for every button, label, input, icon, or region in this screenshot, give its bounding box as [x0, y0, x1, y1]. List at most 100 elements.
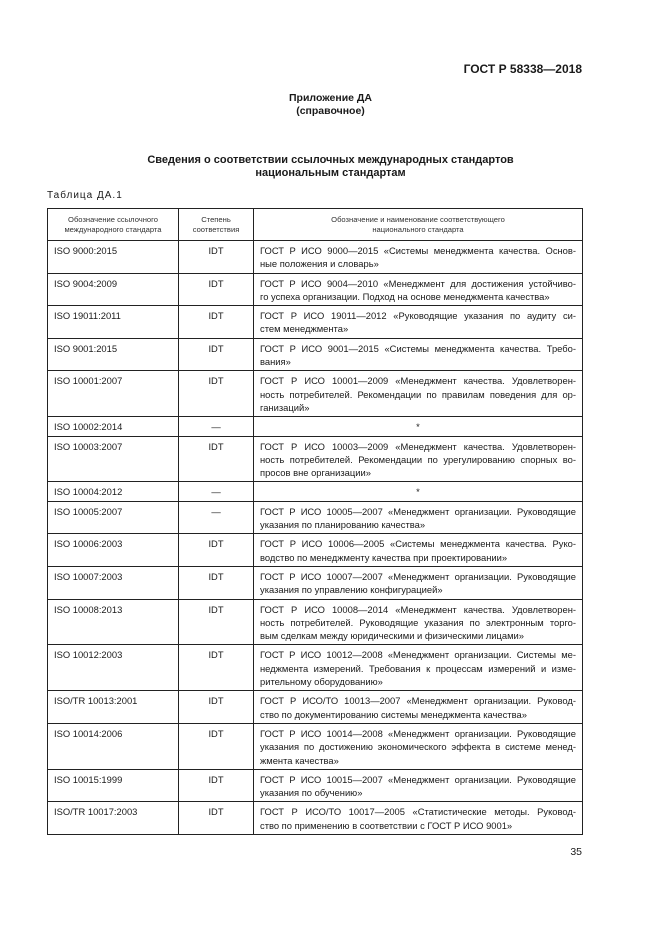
- national-standard-line: стем менеджмента»: [260, 323, 349, 335]
- national-standard-cell: *: [253, 481, 583, 502]
- header-line: международного стандарта: [64, 224, 162, 234]
- national-standard-line: ГОСТ Р ИСО/ТО 10013—2007 «Менеджмент орг…: [260, 695, 576, 707]
- national-standard-line: ГОСТ Р ИСО 10005—2007 «Менеджмент органи…: [260, 505, 576, 517]
- national-standard-line: ство по применению в соответствии с ГОСТ…: [260, 819, 513, 831]
- table-row: ISO 10005:2007— ГОСТ Р ИСО 10005—2007 «Ме…: [47, 500, 583, 535]
- section-title-line: Сведения о соответствии ссылочных междун…: [147, 154, 514, 166]
- national-standard-line: ганизаций»: [260, 401, 310, 413]
- national-standard-line: ГОСТ Р ИСО 10003—2009 «Менеджмент качест…: [260, 440, 576, 452]
- national-standard-line: ГОСТ Р ИСО 19011—2012 «Руководящие указа…: [260, 310, 576, 322]
- annex-title: Приложение ДА: [289, 92, 372, 104]
- national-standard-line: *: [416, 421, 420, 433]
- table-row: ISO 10007:2003 IDT ГОСТ Р ИСО 10007—2007 «…: [47, 565, 583, 600]
- header-line: соответствия: [192, 224, 240, 234]
- international-standard-cell: ISO/TR 10017:2003: [47, 801, 179, 835]
- national-standard-cell: ГОСТ Р ИСО 9001—2015 «Системы менеджмент…: [253, 337, 583, 372]
- section-title: Сведения о соответствии ссылочных междун…: [0, 154, 661, 180]
- table-row: ISO 10012:2003 IDT ГОСТ Р ИСО 10012—2008 «…: [47, 644, 583, 692]
- national-standard-line: ство по документированию системы менеджм…: [260, 708, 527, 720]
- degree-cell: IDT: [178, 801, 254, 835]
- national-standard-line: вания»: [260, 356, 291, 368]
- national-standard-line: ГОСТ Р ИСО 9004—2010 «Менеджмент для дос…: [260, 277, 576, 289]
- table-row: ISO 10008:2013 IDT ГОСТ Р ИСО 10008—2014 «…: [47, 598, 583, 646]
- national-standard-line: жмента качества»: [260, 754, 339, 766]
- degree-cell: —: [178, 500, 254, 535]
- header-national-standard: Обозначение и наименование соответствующ…: [253, 208, 583, 241]
- national-standard-line: указания по достижению экономического эф…: [260, 741, 576, 753]
- national-standard-cell: ГОСТ Р ИСО 9004—2010 «Менеджмент для дос…: [253, 272, 583, 307]
- national-standard-cell: ГОСТ Р ИСО 10003—2009 «Менеджмент качест…: [253, 435, 583, 483]
- degree-cell: IDT: [178, 565, 254, 600]
- national-standard-line: вым сделкам между юридическими и физичес…: [260, 630, 524, 642]
- international-standard-cell: ISO/TR 10013:2001: [47, 690, 179, 724]
- national-standard-line: ГОСТ Р ИСО 10012—2008 «Менеджмент органи…: [260, 649, 576, 661]
- international-standard-cell: ISO 10015:1999: [47, 768, 179, 803]
- degree-cell: IDT: [178, 370, 254, 418]
- national-standard-line: ГОСТ Р ИСО 10007—2007 «Менеджмент органи…: [260, 570, 576, 582]
- table-row: ISO 10006:2003 IDT ГОСТ Р ИСО 10006—2005 «…: [47, 533, 583, 567]
- international-standard-cell: ISO 10007:2003: [47, 565, 179, 600]
- national-standard-cell: ГОСТ Р ИСО 10012—2008 «Менеджмент органи…: [253, 644, 583, 692]
- section-title-line: национальным стандартам: [255, 167, 406, 179]
- degree-cell: IDT: [178, 533, 254, 567]
- degree-cell: IDT: [178, 435, 254, 483]
- international-standard-cell: ISO 10004:2012: [47, 481, 179, 502]
- degree-cell: IDT: [178, 305, 254, 339]
- international-standard-cell: ISO 19011:2011: [47, 305, 179, 339]
- page-number: 35: [570, 846, 582, 858]
- degree-cell: IDT: [178, 272, 254, 307]
- national-standard-line: ГОСТ Р ИСО 10008—2014 «Менеджмент качест…: [260, 603, 576, 615]
- international-standard-cell: ISO 9001:2015: [47, 337, 179, 372]
- national-standard-line: *: [416, 486, 420, 498]
- document-code: ГОСТ Р 58338—2018: [463, 62, 582, 76]
- international-standard-cell: ISO 10008:2013: [47, 598, 179, 646]
- table-row: ISO 10001:2007 IDT ГОСТ Р ИСО 10001—2009 «…: [47, 370, 583, 418]
- national-standard-line: просов вне организации»: [260, 467, 371, 479]
- national-standard-line: ГОСТ Р ИСО 9000—2015 «Системы менеджмент…: [260, 245, 576, 256]
- national-standard-line: ГОСТ Р ИСО/ТО 10017—2005 «Статистические…: [260, 806, 576, 818]
- international-standard-cell: ISO 10001:2007: [47, 370, 179, 418]
- national-standard-line: ГОСТ Р ИСО 10006—2005 «Системы менеджмен…: [260, 538, 576, 550]
- national-standard-cell: ГОСТ Р ИСО/ТО 10017—2005 «Статистические…: [253, 801, 583, 835]
- national-standard-line: водство по менеджменту качества при прое…: [260, 551, 508, 563]
- header-degree: Степень соответствия: [178, 208, 254, 241]
- table-row: ISO 10004:2012— *: [47, 481, 583, 502]
- national-standard-line: указания по обучению»: [260, 787, 363, 799]
- header-line: Обозначение и наименование соответствующ…: [331, 214, 505, 224]
- degree-cell: —: [178, 481, 254, 502]
- table-caption: Таблица ДА.1: [47, 190, 123, 201]
- international-standard-cell: ISO 10003:2007: [47, 435, 179, 483]
- header-line: Степень: [201, 214, 231, 224]
- national-standard-line: указания по управлению конфигурацией»: [260, 584, 443, 596]
- national-standard-line: неджмента измерений. Требования к процес…: [260, 662, 576, 674]
- international-standard-cell: ISO 10006:2003: [47, 533, 179, 567]
- national-standard-cell: ГОСТ Р ИСО 10014—2008 «Менеджмент органи…: [253, 722, 583, 770]
- national-standard-line: ГОСТ Р ИСО 10001—2009 «Менеджмент качест…: [260, 375, 576, 387]
- international-standard-cell: ISO 9004:2009: [47, 272, 179, 307]
- national-standard-line: ные положения и словарь»: [260, 258, 379, 270]
- national-standard-cell: ГОСТ Р ИСО 10001—2009 «Менеджмент качест…: [253, 370, 583, 418]
- national-standard-line: го успеха организации. Подход на основе …: [260, 290, 550, 302]
- national-standard-cell: ГОСТ Р ИСО 10015—2007 «Менеджмент органи…: [253, 768, 583, 803]
- degree-cell: IDT: [178, 598, 254, 646]
- degree-cell: IDT: [178, 644, 254, 692]
- national-standard-cell: ГОСТ Р ИСО 9000—2015 «Системы менеджмент…: [253, 240, 583, 274]
- national-standard-cell: *: [253, 416, 583, 437]
- annex-subtitle: (справочное): [296, 105, 365, 117]
- table-row: ISO 10015:1999 IDT ГОСТ Р ИСО 10015—2007 «…: [47, 768, 583, 803]
- international-standard-cell: ISO 10012:2003: [47, 644, 179, 692]
- table-row: ISO 10014:2006 IDT ГОСТ Р ИСО 10014—2008 «…: [47, 722, 583, 770]
- table-row: ISO 19011:2011 IDT ГОСТ Р ИСО 19011—2012 «…: [47, 305, 583, 339]
- header-line: Обозначение ссылочного: [68, 214, 158, 224]
- degree-cell: IDT: [178, 722, 254, 770]
- degree-cell: —: [178, 416, 254, 437]
- degree-cell: IDT: [178, 690, 254, 724]
- international-standard-cell: ISO 10005:2007: [47, 500, 179, 535]
- national-standard-line: ность потребителей. Руководящие указания…: [260, 616, 576, 628]
- national-standard-line: указания по планированию качества»: [260, 519, 426, 531]
- national-standard-cell: ГОСТ Р ИСО 10006—2005 «Системы менеджмен…: [253, 533, 583, 567]
- table-row: ISO 9001:2015 IDT ГОСТ Р ИСО 9001—2015 «Си…: [47, 337, 583, 372]
- national-standard-cell: ГОСТ Р ИСО 10005—2007 «Менеджмент органи…: [253, 500, 583, 535]
- table-row: ISO 9004:2009 IDT ГОСТ Р ИСО 9004—2010 «Ме…: [47, 272, 583, 307]
- annex-heading: Приложение ДА (справочное): [0, 92, 661, 118]
